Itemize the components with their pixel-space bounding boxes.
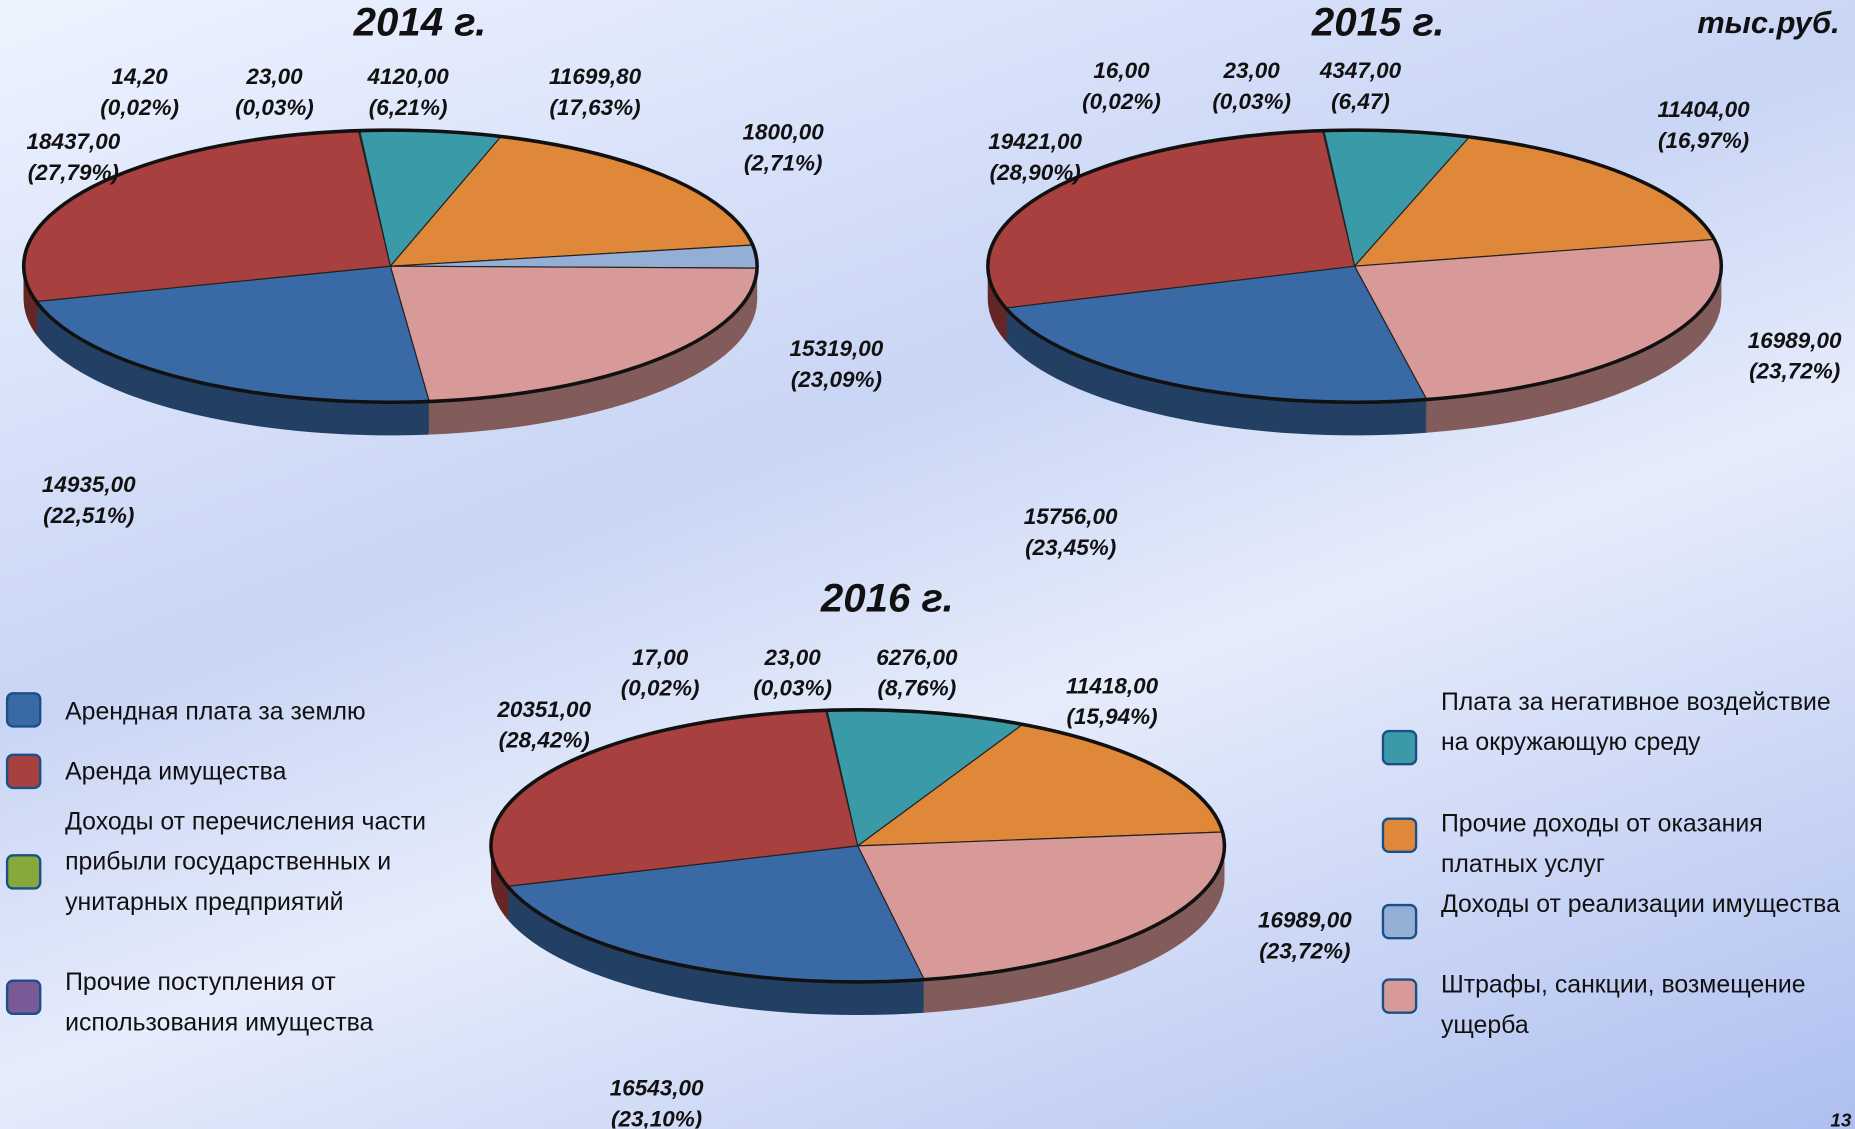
data-label-value: 23,00 [764,645,822,670]
data-label-percent: (22,51%) [43,503,134,528]
legend-label: Арендная плата за землю [65,697,366,726]
data-label-percent: (0,03%) [753,676,832,701]
data-label-percent: (8,76%) [878,676,957,701]
legend-label: Доходы от перечисления части прибыли гос… [65,808,426,916]
data-label-percent: (0,02%) [1082,89,1161,114]
legend-label: Прочие доходы от оказания платных услуг [1440,810,1763,878]
data-label-value: 16543,00 [610,1075,704,1100]
data-label-percent: (6,47) [1331,89,1390,114]
coin-rim [489,708,1227,984]
legend-label: Плата за негативное воздействие на окруж… [1440,688,1831,756]
chart-title: 2014 г. [353,0,487,44]
data-label-percent: (6,21%) [369,95,448,120]
data-label-value: 18437,00 [26,129,120,154]
data-label-value: 1800,00 [743,120,825,145]
legend-label: Прочие поступления от использования имущ… [65,968,374,1037]
data-label-value: 11404,00 [1658,97,1751,122]
unit: тыс.руб. [1697,5,1839,40]
chart-title: 2015 г. [1311,0,1445,44]
data-label-value: 16989,00 [1748,328,1842,353]
data-label-percent: (23,09%) [791,367,882,392]
data-label-value: 15756,00 [1024,504,1118,529]
data-label-value: 16,00 [1093,58,1150,83]
data-label-value: 4120,00 [367,64,450,89]
legend-swatch [5,854,42,890]
coin-rim [986,128,1724,405]
data-label-value: 4347,00 [1319,58,1402,83]
legend-label: Штрафы, санкции, возмещение ущерба [1440,971,1806,1039]
coin-rim [21,128,759,405]
data-label-percent: (27,79%) [28,160,119,185]
data-label-value: 11699,80 [549,64,642,89]
legend-swatch [1381,978,1418,1014]
data-label-percent: (2,71%) [744,150,823,175]
data-label-percent: (28,90%) [990,160,1081,185]
data-label-percent: (23,72%) [1259,938,1350,963]
data-label-percent: (0,03%) [235,95,314,120]
data-label-percent: (15,94%) [1066,704,1157,729]
data-label-value: 17,00 [632,645,689,670]
pie-slice [389,265,758,403]
legend-swatch [5,692,42,728]
legend-swatch [5,753,42,790]
data-label-percent: (23,10%) [611,1106,702,1128]
data-label-value: 14,20 [111,64,168,89]
data-label-percent: (23,72%) [1749,359,1840,384]
data-label-percent: (28,42%) [499,728,590,753]
legend-swatch [1381,817,1418,853]
data-label-value: 6276,00 [876,645,958,670]
data-label-value: 23,00 [245,64,303,89]
data-label-value: 20351,00 [496,697,591,722]
legend-label: Доходы от реализации имущества [1440,890,1840,919]
data-label-percent: (16,97%) [1658,128,1749,153]
data-label-percent: (0,02%) [621,676,700,701]
data-label-value: 23,00 [1223,58,1281,83]
legend-label: Аренда имущества [65,758,287,786]
data-label-value: 11418,00 [1066,673,1159,698]
data-label-value: 14935,00 [42,472,136,497]
data-label-percent: (17,63%) [549,95,640,120]
legend-swatch [1381,903,1418,940]
data-label-value: 15319,00 [790,336,884,361]
page-number: 13 [1830,1110,1852,1128]
legend-swatch [1381,729,1418,766]
data-label-value: 16989,00 [1258,908,1352,933]
data-label-percent: (0,02%) [100,95,179,120]
legend-swatch [5,979,42,1016]
data-label-percent: (0,03%) [1212,89,1291,114]
data-label-value: 19421,00 [988,129,1082,154]
data-label-percent: (23,45%) [1025,535,1116,560]
chart-title: 2016 г. [820,576,954,621]
